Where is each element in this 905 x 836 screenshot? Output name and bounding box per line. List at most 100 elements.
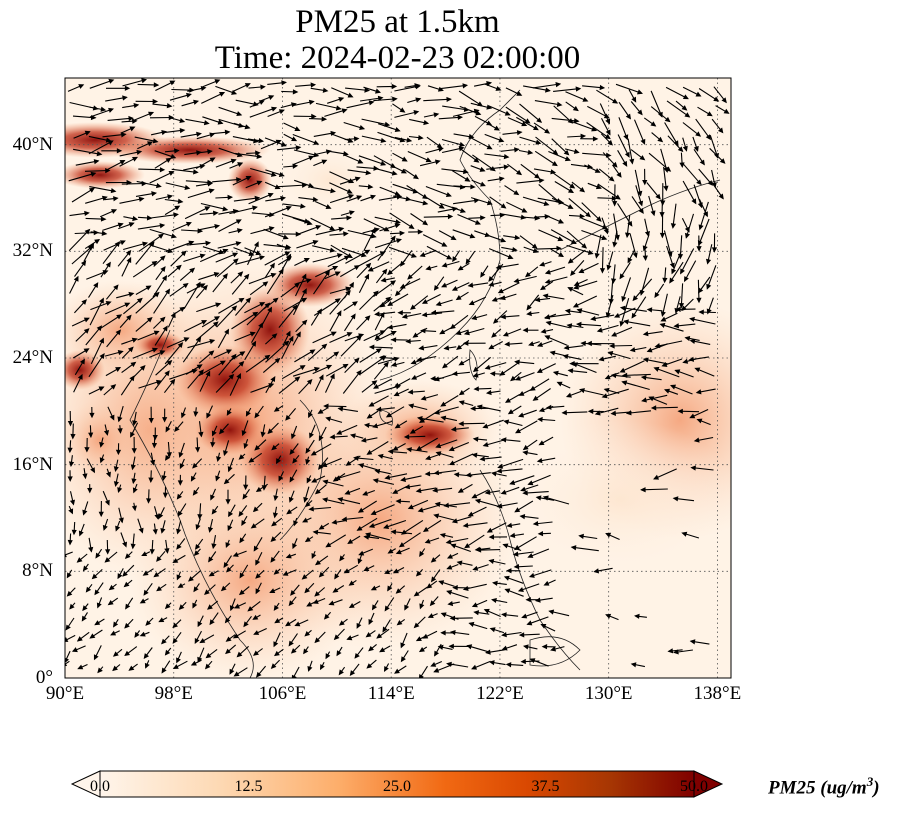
wind-vector-head <box>209 157 216 163</box>
wind-vector-shaft <box>218 354 237 376</box>
wind-vector-head <box>117 349 124 356</box>
wind-vector-head <box>334 271 341 277</box>
wind-vector-head <box>394 126 401 132</box>
wind-vector-head <box>412 332 419 338</box>
wind-vector-head <box>301 273 307 280</box>
wind-vector-head <box>114 241 121 247</box>
wind-vector-shaft <box>597 183 621 200</box>
wind-vector-head <box>252 311 259 317</box>
wind-vector-head <box>684 335 691 342</box>
wind-vector-head <box>89 412 95 419</box>
wind-vector-head <box>599 268 606 274</box>
wind-vector-head <box>354 176 361 182</box>
wind-vector-head <box>96 151 103 157</box>
wind-vector-head <box>125 249 132 256</box>
wind-vector-head <box>608 176 615 182</box>
wind-vector-head <box>611 161 618 168</box>
wind-vector-head <box>400 168 407 174</box>
wind-vector-head <box>199 253 206 259</box>
wind-vector-head <box>414 83 421 89</box>
wind-vector-head <box>654 343 661 349</box>
wind-vector-head <box>632 295 639 302</box>
wind-vector-head <box>166 103 173 109</box>
wind-vector-head <box>500 237 507 243</box>
gridlines <box>65 78 731 678</box>
wind-vector-shaft <box>538 229 563 241</box>
wind-vector-head <box>202 284 208 291</box>
wind-vector-head <box>294 376 301 382</box>
wind-vector-head <box>120 132 127 138</box>
wind-vector-head <box>596 216 602 222</box>
wind-vector-head <box>696 297 702 304</box>
wind-vector-head <box>433 409 440 415</box>
wind-vector-head <box>596 327 603 333</box>
wind-vector-shaft <box>171 168 198 173</box>
wind-vector-head <box>612 98 619 104</box>
wind-vector-head <box>268 95 275 101</box>
wind-vector-head <box>567 204 574 209</box>
wind-vector-head <box>579 186 586 193</box>
wind-vector-head <box>684 112 691 118</box>
wind-vector-head <box>416 356 422 362</box>
wind-vector-head <box>516 90 523 96</box>
wind-vector-head <box>572 105 579 112</box>
wind-vector-head <box>503 153 510 160</box>
wind-vector-shaft <box>277 184 307 188</box>
wind-vector-shaft <box>90 338 104 365</box>
wind-vector-shaft <box>655 340 683 348</box>
wind-vector-head <box>374 311 380 317</box>
wind-vector-shaft <box>71 187 95 203</box>
wind-vector-shaft <box>623 373 651 377</box>
wind-vector-head <box>232 258 239 264</box>
wind-vector-head <box>534 297 541 303</box>
wind-vector-shaft <box>683 163 702 185</box>
wind-vector-head <box>219 360 226 366</box>
wind-vector-shaft <box>312 331 336 344</box>
wind-vector-head <box>364 87 371 93</box>
wind-vector-head <box>281 80 287 86</box>
wind-vector-shaft <box>602 388 629 398</box>
wind-vector-head <box>684 232 690 239</box>
wind-vector-head <box>352 301 358 307</box>
wind-vector-shaft <box>581 229 607 240</box>
wind-vector-head <box>619 273 625 280</box>
wind-vector-head <box>594 410 601 416</box>
wind-vector-head <box>359 125 366 130</box>
wind-vector-head <box>256 153 263 160</box>
wind-vector-head <box>470 405 476 412</box>
wind-vector-shaft <box>523 85 550 92</box>
wind-vector-head <box>682 358 689 364</box>
wind-vector-head <box>557 236 564 242</box>
wind-vector-head <box>285 205 292 211</box>
wind-vector-head <box>627 257 633 264</box>
wind-vector-head <box>646 347 653 353</box>
wind-vector-head <box>99 297 104 304</box>
wind-vector-head <box>695 91 702 97</box>
wind-vector-head <box>544 128 551 134</box>
wind-vector-head <box>660 316 667 322</box>
wind-vector-head <box>604 374 611 380</box>
wind-vector-head <box>195 336 202 343</box>
wind-vector-head <box>177 198 184 204</box>
wind-vector-shaft <box>345 249 370 264</box>
wind-vector-head <box>291 136 298 142</box>
wind-vector-shaft <box>165 241 194 253</box>
chart-subtitle: Time: 2024-02-23 02:00:00 <box>214 40 581 76</box>
pm25-field <box>65 78 731 678</box>
wind-vector-shaft <box>183 282 201 310</box>
wind-vector-head <box>545 404 552 410</box>
wind-vector-head <box>563 344 570 351</box>
wind-vector-head <box>284 244 291 250</box>
wind-vector-head <box>493 125 500 131</box>
wind-vector-head <box>456 344 463 350</box>
wind-vector-shaft <box>620 298 630 326</box>
wind-vector-head <box>486 200 493 206</box>
wind-vector-head <box>544 314 550 320</box>
wind-vector-head <box>301 297 308 303</box>
wind-vector-head <box>500 314 506 320</box>
wind-vector-shaft <box>468 136 492 150</box>
wind-vector-shaft <box>135 241 155 265</box>
wind-vector-head <box>237 162 244 168</box>
wind-vector-head <box>471 314 478 321</box>
wind-vector-head <box>561 409 567 416</box>
